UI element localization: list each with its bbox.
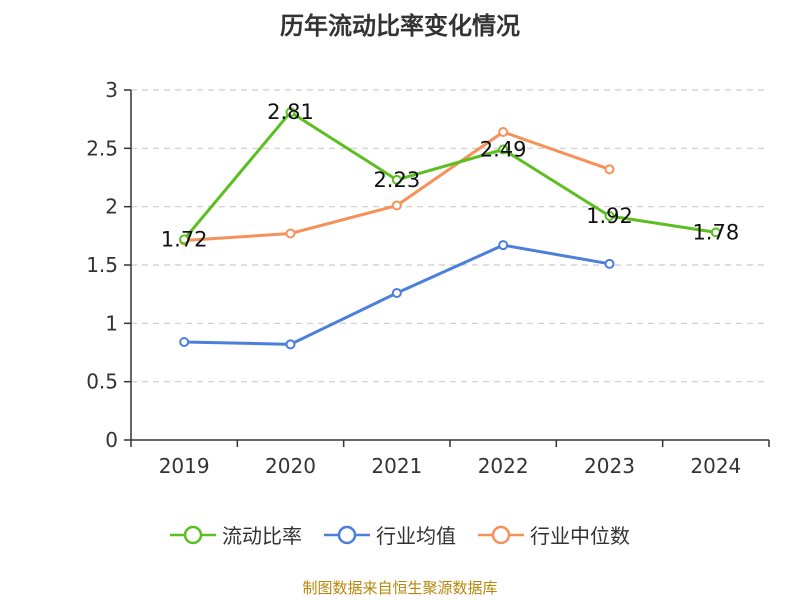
legend-label-current-ratio: 流动比率 xyxy=(222,524,302,548)
y-tick-label: 0 xyxy=(105,428,118,452)
data-point xyxy=(604,211,615,221)
data-point xyxy=(179,234,190,245)
y-tick-label: 0.5 xyxy=(86,370,118,394)
y-tick-label: 1 xyxy=(105,311,118,335)
data-point xyxy=(604,258,615,269)
data-point xyxy=(285,228,296,239)
data-label: 2.49 xyxy=(480,138,527,162)
data-label: 2.23 xyxy=(373,168,420,192)
data-label: 1.92 xyxy=(586,204,633,228)
data-point xyxy=(391,174,402,185)
data-point xyxy=(179,337,190,347)
data-point xyxy=(285,339,296,350)
data-point xyxy=(391,288,402,298)
legend-marker-current-ratio xyxy=(170,525,216,544)
data-point xyxy=(498,240,509,251)
series-line-0 xyxy=(183,110,717,241)
legend-label-industry-mean: 行业均值 xyxy=(376,524,456,548)
series-1 xyxy=(179,240,615,350)
data-point xyxy=(498,127,509,137)
y-tick-label: 2 xyxy=(105,195,118,219)
grid-lines xyxy=(131,89,769,383)
chart-title: 历年流动比率变化情况 xyxy=(280,12,520,40)
y-tick-label: 3 xyxy=(105,78,118,102)
x-tick-label: 2021 xyxy=(371,454,422,478)
series-0 xyxy=(179,107,721,245)
legend-label-industry-median: 行业中位数 xyxy=(530,524,630,548)
x-tick-label: 2019 xyxy=(159,454,210,478)
legend: 流动比率 行业均值 行业中位数 xyxy=(0,520,800,549)
x-tick-label: 2024 xyxy=(690,454,741,478)
data-labels: 1.72 2.81 2.23 2.49 1.92 1.78 xyxy=(161,100,739,251)
legend-marker-industry-mean xyxy=(324,525,370,544)
source-note: 制图数据来自恒生聚源数据库 xyxy=(302,579,498,597)
axes xyxy=(124,89,770,447)
data-point xyxy=(710,227,721,238)
data-point xyxy=(391,200,402,211)
y-tick-label: 2.5 xyxy=(86,136,118,160)
data-label: 1.72 xyxy=(161,227,208,251)
legend-item-industry-mean[interactable]: 行业均值 xyxy=(324,520,456,549)
legend-item-current-ratio[interactable]: 流动比率 xyxy=(170,520,302,549)
data-label: 1.78 xyxy=(692,220,739,244)
data-point xyxy=(604,164,615,175)
x-tick-label: 2022 xyxy=(478,454,529,478)
data-point xyxy=(498,144,509,155)
x-tick-label: 2023 xyxy=(584,454,635,478)
data-label: 2.81 xyxy=(267,100,314,124)
y-tick-label: 1.5 xyxy=(86,253,118,277)
series-lines xyxy=(179,107,721,350)
x-tick-label: 2020 xyxy=(265,454,316,478)
legend-marker-industry-median xyxy=(478,525,524,544)
data-point xyxy=(285,107,296,118)
legend-item-industry-median[interactable]: 行业中位数 xyxy=(478,520,630,549)
x-axis-tick-labels: 2019 2020 2021 2022 2023 2024 xyxy=(159,454,742,478)
y-axis-tick-labels: 0 0.5 1 1.5 2 2.5 3 xyxy=(86,78,118,452)
